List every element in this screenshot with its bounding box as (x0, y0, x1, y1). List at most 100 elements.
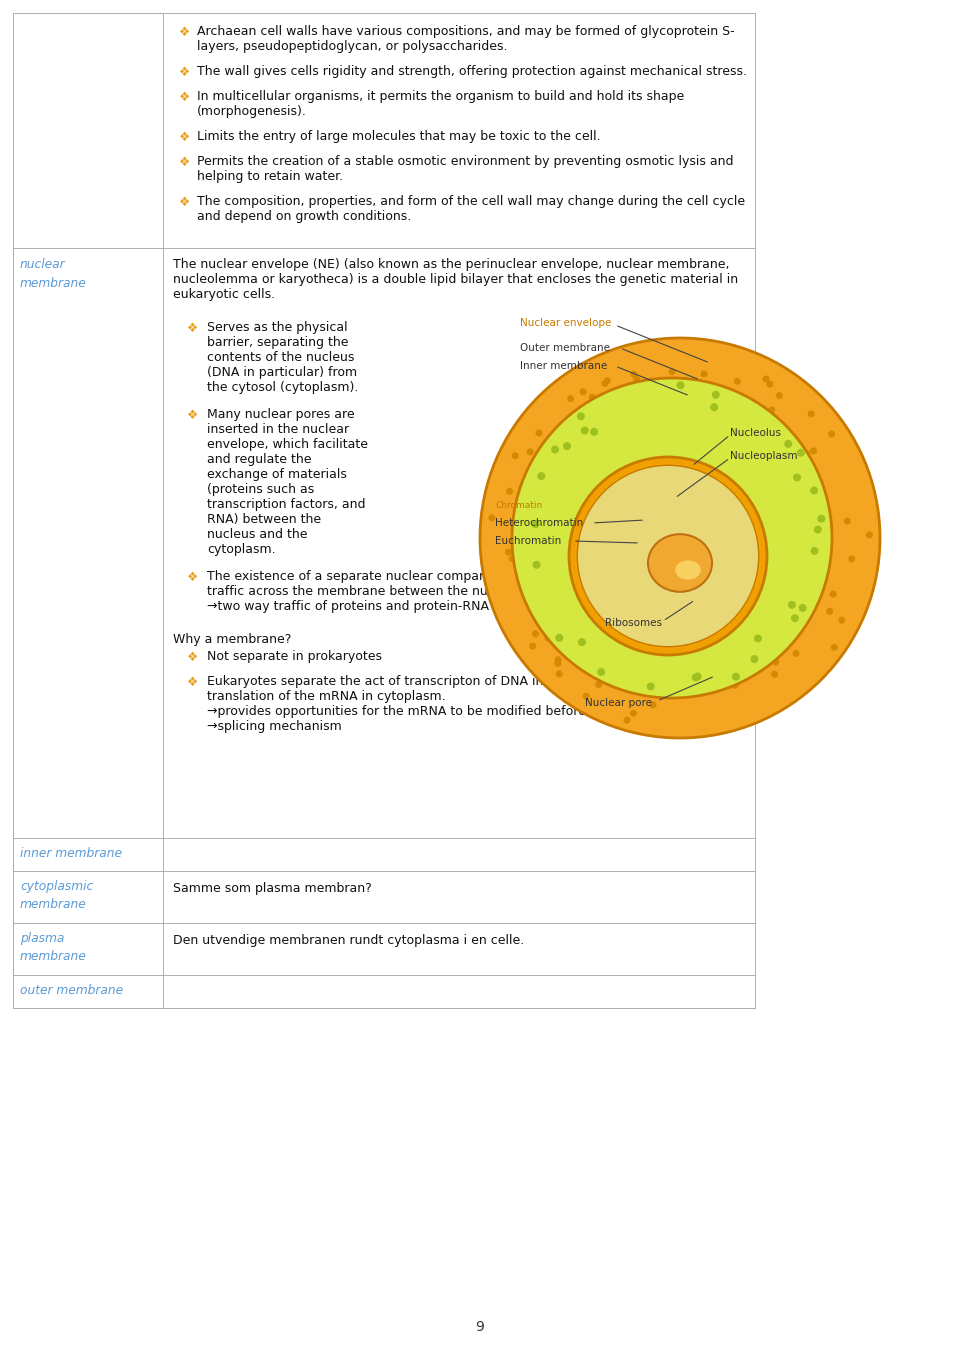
Text: eukaryotic cells.: eukaryotic cells. (173, 288, 276, 301)
Circle shape (789, 446, 796, 453)
Circle shape (732, 682, 738, 689)
Text: Eukaryotes separate the act of transcripton of DNA in both time and space from: Eukaryotes separate the act of transcrip… (207, 676, 709, 688)
Circle shape (866, 531, 873, 538)
Circle shape (544, 470, 551, 477)
Circle shape (647, 682, 655, 690)
Circle shape (751, 655, 758, 663)
Circle shape (689, 684, 696, 690)
Circle shape (804, 450, 810, 458)
Circle shape (829, 590, 837, 597)
Circle shape (551, 446, 559, 454)
Circle shape (512, 453, 518, 459)
Text: ❖: ❖ (180, 91, 191, 104)
Text: ❖: ❖ (187, 651, 199, 663)
Circle shape (605, 657, 612, 663)
Text: ❖: ❖ (187, 409, 199, 422)
Text: plasma
membrane: plasma membrane (20, 932, 86, 963)
Text: cytoplasmic
membrane: cytoplasmic membrane (20, 880, 93, 911)
Text: the cytosol (cytoplasm).: the cytosol (cytoplasm). (207, 381, 358, 394)
Text: transcription factors, and: transcription factors, and (207, 499, 366, 511)
Circle shape (642, 386, 649, 393)
Circle shape (668, 369, 676, 376)
Circle shape (692, 674, 700, 681)
Circle shape (567, 394, 574, 403)
Circle shape (602, 380, 609, 386)
Circle shape (766, 381, 774, 388)
Circle shape (710, 403, 718, 411)
Text: Inner membrane: Inner membrane (520, 361, 608, 372)
Ellipse shape (480, 338, 880, 738)
Text: Outer membrane: Outer membrane (520, 343, 610, 353)
Circle shape (817, 515, 826, 523)
Text: The nuclear envelope (NE) (also known as the perinuclear envelope, nuclear membr: The nuclear envelope (NE) (also known as… (173, 258, 730, 272)
Circle shape (816, 549, 823, 557)
Text: layers, pseudopeptidoglycan, or polysaccharides.: layers, pseudopeptidoglycan, or polysacc… (197, 41, 508, 53)
Circle shape (650, 686, 657, 693)
Circle shape (595, 681, 602, 688)
Text: nuclear
membrane: nuclear membrane (20, 258, 86, 290)
Text: Serves as the physical: Serves as the physical (207, 322, 348, 334)
Circle shape (575, 635, 583, 642)
Circle shape (590, 427, 597, 434)
Text: In multicellular organisms, it permits the organism to build and hold its shape: In multicellular organisms, it permits t… (197, 91, 684, 103)
Text: barrier, separating the: barrier, separating the (207, 336, 348, 349)
Circle shape (793, 473, 801, 481)
Ellipse shape (648, 534, 712, 592)
Text: RNA) between the: RNA) between the (207, 513, 322, 526)
Text: ❖: ❖ (180, 131, 191, 145)
Text: Nucleolus: Nucleolus (730, 428, 781, 438)
Circle shape (754, 653, 760, 659)
Circle shape (797, 449, 804, 457)
Text: nucleolemma or karyotheca) is a double lipid bilayer that encloses the genetic m: nucleolemma or karyotheca) is a double l… (173, 273, 738, 286)
Circle shape (529, 466, 536, 473)
Circle shape (736, 401, 743, 409)
Text: contents of the nucleus: contents of the nucleus (207, 351, 354, 363)
Circle shape (849, 555, 855, 562)
Circle shape (541, 585, 548, 592)
Circle shape (529, 588, 536, 594)
Circle shape (547, 482, 555, 489)
Circle shape (581, 422, 588, 428)
Text: Nucleoplasm: Nucleoplasm (730, 451, 798, 461)
Text: ❖: ❖ (187, 571, 199, 584)
Text: Nuclear envelope: Nuclear envelope (520, 317, 612, 328)
Circle shape (529, 643, 536, 650)
Text: Nuclear pore: Nuclear pore (585, 698, 652, 708)
Text: inner membrane: inner membrane (20, 847, 122, 861)
Circle shape (762, 376, 770, 382)
Circle shape (578, 638, 586, 646)
Text: ❖: ❖ (180, 66, 191, 78)
Circle shape (799, 617, 805, 624)
Circle shape (612, 390, 618, 397)
Circle shape (788, 601, 796, 609)
Circle shape (564, 442, 571, 450)
Circle shape (538, 471, 545, 480)
Text: ❖: ❖ (180, 26, 191, 39)
Circle shape (532, 520, 540, 528)
Text: Den utvendige membranen rundt cytoplasma i en celle.: Den utvendige membranen rundt cytoplasma… (173, 934, 524, 947)
Text: helping to retain water.: helping to retain water. (197, 170, 343, 182)
Text: (proteins such as: (proteins such as (207, 484, 314, 496)
Circle shape (810, 486, 818, 494)
Circle shape (799, 604, 806, 612)
Circle shape (532, 631, 539, 638)
Circle shape (515, 567, 522, 574)
Text: translation of the mRNA in cytoplasm.: translation of the mRNA in cytoplasm. (207, 690, 445, 703)
Circle shape (650, 701, 657, 708)
Circle shape (527, 449, 534, 455)
Circle shape (533, 561, 540, 569)
Circle shape (577, 412, 585, 420)
Text: →two way traffic of proteins and protein-RNA complexes.: →two way traffic of proteins and protein… (207, 600, 564, 613)
Circle shape (777, 646, 783, 653)
Circle shape (604, 377, 611, 384)
Circle shape (623, 716, 631, 724)
Ellipse shape (512, 378, 832, 698)
Ellipse shape (578, 466, 758, 646)
Circle shape (509, 555, 516, 562)
Text: Heterochromatin: Heterochromatin (495, 517, 584, 528)
Text: ❖: ❖ (180, 196, 191, 209)
Circle shape (810, 547, 819, 555)
Circle shape (555, 634, 564, 642)
Text: cytoplasm.: cytoplasm. (207, 543, 276, 557)
Circle shape (791, 615, 799, 623)
